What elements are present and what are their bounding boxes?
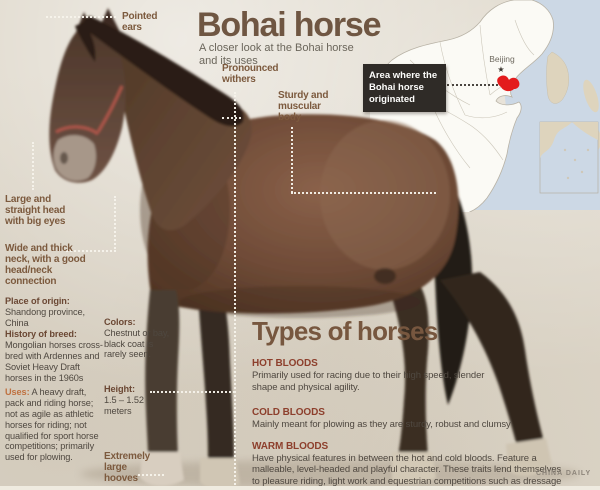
callout-large-hooves: Extremely large hooves [104,451,151,484]
callout-large-head: Large and straight head with big eyes [5,194,66,227]
horse-nostril [60,152,68,164]
colors-label: Colors: [104,317,136,327]
korea-peninsula [546,51,569,104]
leader-sturdy-horizontal [291,192,436,194]
horse-hind-leg-near [388,285,429,455]
horse-forelock [75,22,96,62]
type-warm-bloods: WARM BLOODS Have physical features in be… [252,441,564,490]
horse-hoof-front-near [140,452,184,487]
type-hot-bloods: HOT BLOODS Primarily used for racing due… [252,358,504,393]
horse-body-group [49,8,552,490]
leader-height-horizontal [150,391,235,393]
leader-head [32,142,34,190]
beijing-label: Beijing [489,54,515,64]
source-credit: CHINA DAILY [536,470,592,477]
leader-sturdy-vertical [291,127,293,193]
height-block: Height: 1.5 – 1.52 meters [104,384,156,416]
japan-island [583,79,599,113]
horse-front-leg-far [198,292,234,460]
callout-pointed-ears: Pointed ears [122,11,158,33]
horse-hoof-hind-far [506,438,552,477]
history-text: Mongolian horses cross-bred with Ardenne… [5,340,103,383]
horse-neck [112,30,252,231]
page-subtitle: A closer look at the Bohai horse and its… [199,42,354,67]
south-china-sea-inset [539,121,599,194]
horse-front-leg-near [145,290,180,455]
uses-text: A heavy draft, pack and riding horse; no… [5,387,99,463]
types-section: Types of horses HOT BLOODS Primarily use… [252,316,587,490]
history-label: History of breed: [5,329,77,340]
leader-height-measure [234,92,236,485]
leader-hooves [138,474,164,476]
bottom-border [0,486,600,490]
type-cold-bloods: COLD BLOODS Mainly meant for plowing as … [252,407,562,431]
callout-pronounced-withers: Pronounced withers [222,63,279,85]
beijing-star-icon: ★ [497,65,504,74]
horse-hoof-hind-near [392,452,436,485]
height-label: Height: [104,384,135,394]
horse-belly-shade [180,286,420,318]
types-title: Types of horses [252,316,438,346]
leader-withers-tick [222,117,241,119]
leader-neck-vertical [114,196,116,252]
map-origin-label-box: Area where the Bohai horse originated [363,64,446,112]
horse-underbelly-detail [374,268,396,284]
leader-map-origin [447,84,498,86]
origin-text: Shandong province, China [5,306,85,328]
hot-bloods-desc: Primarily used for racing due to their h… [252,370,485,393]
bohai-origin-area [497,75,520,92]
horse-rump-highlight [320,120,450,270]
horse-hind-leg-far [440,272,545,450]
horse-mane [83,16,244,127]
callout-wide-neck: Wide and thick neck, with a good head/ne… [5,243,86,287]
horse-halter [55,85,124,136]
leader-pointed-ears [46,16,116,18]
colors-text: Chestnut or bay, black coat is rarely se… [104,327,170,360]
hot-bloods-name: HOT BLOODS [252,358,318,369]
uses-label: Uses: [5,387,30,398]
warm-bloods-desc: Have physical features in between the ho… [252,452,562,490]
facts-column: Place of origin: Shandong province, China… [5,296,105,464]
cold-bloods-desc: Mainly meant for plowing as they are stu… [252,419,511,430]
warm-bloods-name: WARM BLOODS [252,440,329,452]
leader-neck-horizontal [66,250,116,252]
origin-label: Place of origin: [5,296,70,306]
cold-bloods-name: COLD BLOODS [252,407,325,418]
height-text: 1.5 – 1.52 meters [104,394,144,416]
callout-sturdy-body: Sturdy and muscular body [278,90,329,123]
page-title: Bohai horse [197,6,381,44]
horse-hoof-front-far [200,458,240,490]
colors-block: Colors: Chestnut or bay, black coat is r… [104,317,176,360]
horse-muzzle [53,135,96,181]
map-origin-label: Area where the Bohai horse originated [369,70,438,105]
